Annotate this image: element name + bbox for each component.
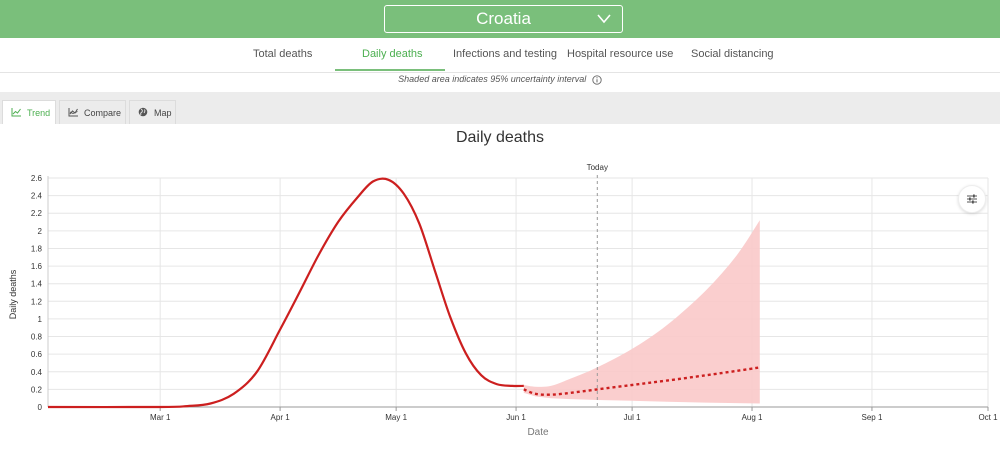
daily-deaths-chart: Today 0 0.2 0.4 0.6 0.8 1 1.2 1.4 1.6 1.8 2 2.2 2.4 2…	[8, 163, 998, 438]
view-tab-compare[interactable]: Compare	[59, 100, 126, 124]
nav-tabs: Total deaths Daily deaths Infections and…	[0, 38, 1000, 73]
y-tick-label: 1.8	[31, 244, 43, 253]
x-tick-label: Sep 1	[861, 413, 882, 422]
active-tab-underline	[335, 69, 445, 71]
chart-settings-button[interactable]	[958, 185, 986, 213]
compare-chart-icon	[68, 108, 78, 117]
x-tick-label: Jul 1	[624, 413, 641, 422]
y-tick-label: 1.2	[31, 297, 43, 306]
uncertainty-band	[523, 220, 760, 404]
y-tick-label: 2	[38, 227, 43, 236]
view-tab-trend-label: Trend	[27, 108, 51, 118]
y-tick-label: 1	[38, 315, 43, 324]
projected-line	[523, 366, 760, 396]
x-tick-label: May 1	[385, 413, 407, 422]
top-bar: Croatia	[0, 0, 1000, 38]
chevron-down-icon	[597, 14, 611, 24]
sliders-icon	[967, 194, 977, 204]
y-tick-label: 2.6	[31, 174, 43, 183]
y-tick-label: 0.2	[31, 385, 43, 394]
country-select[interactable]: Croatia	[384, 5, 623, 33]
globe-icon	[138, 107, 148, 117]
chart-series	[47, 177, 760, 409]
y-tick-label: 0.8	[31, 333, 43, 342]
info-icon[interactable]	[592, 74, 602, 85]
view-tab-map-label: Map	[154, 108, 172, 118]
today-label: Today	[587, 163, 608, 172]
y-tick-label: 1.4	[31, 280, 43, 289]
chart-title: Daily deaths	[455, 129, 545, 146]
y-tick-label: 2.4	[31, 192, 43, 201]
tab-total-deaths[interactable]: Total deaths	[253, 48, 313, 60]
tab-daily-deaths[interactable]: Daily deaths	[362, 48, 423, 60]
chart-grid	[48, 177, 989, 407]
x-tick-label: Jun 1	[506, 413, 526, 422]
tab-hospital-resource-use[interactable]: Hospital resource use	[567, 48, 674, 60]
view-tab-compare-label: Compare	[84, 108, 122, 118]
y-tick-label: 2.2	[31, 209, 43, 218]
uncertainty-note-text: Shaded area indicates 95% uncertainty in…	[398, 74, 587, 84]
x-tick-label: Oct 1	[978, 413, 998, 422]
observed-line	[47, 177, 524, 409]
y-axis-label: Daily deaths	[8, 269, 18, 319]
x-tick-label: Apr 1	[271, 413, 291, 422]
view-tab-map[interactable]: Map	[129, 100, 176, 124]
chart-axes: 0 0.2 0.4 0.6 0.8 1 1.2 1.4 1.6 1.8 2 2.2 2.4 2.6 Mar …	[31, 174, 998, 422]
x-axis-label: Date	[527, 427, 549, 438]
view-tab-trend[interactable]: Trend	[2, 100, 56, 124]
today-marker: Today	[587, 163, 608, 407]
uncertainty-band-group	[523, 220, 760, 404]
y-tick-label: 0.4	[31, 368, 43, 377]
tab-infections-and-testing[interactable]: Infections and testing	[453, 48, 557, 60]
line-chart-icon	[11, 108, 21, 117]
uncertainty-note: Shaded area indicates 95% uncertainty in…	[0, 74, 1000, 85]
x-tick-label: Aug 1	[742, 413, 763, 422]
tab-social-distancing[interactable]: Social distancing	[691, 48, 774, 60]
x-tick-label: Mar 1	[150, 413, 171, 422]
y-tick-label: 0	[38, 403, 43, 412]
y-tick-label: 1.6	[31, 262, 43, 271]
y-tick-label: 0.6	[31, 350, 43, 359]
country-select-label: Croatia	[476, 9, 531, 28]
